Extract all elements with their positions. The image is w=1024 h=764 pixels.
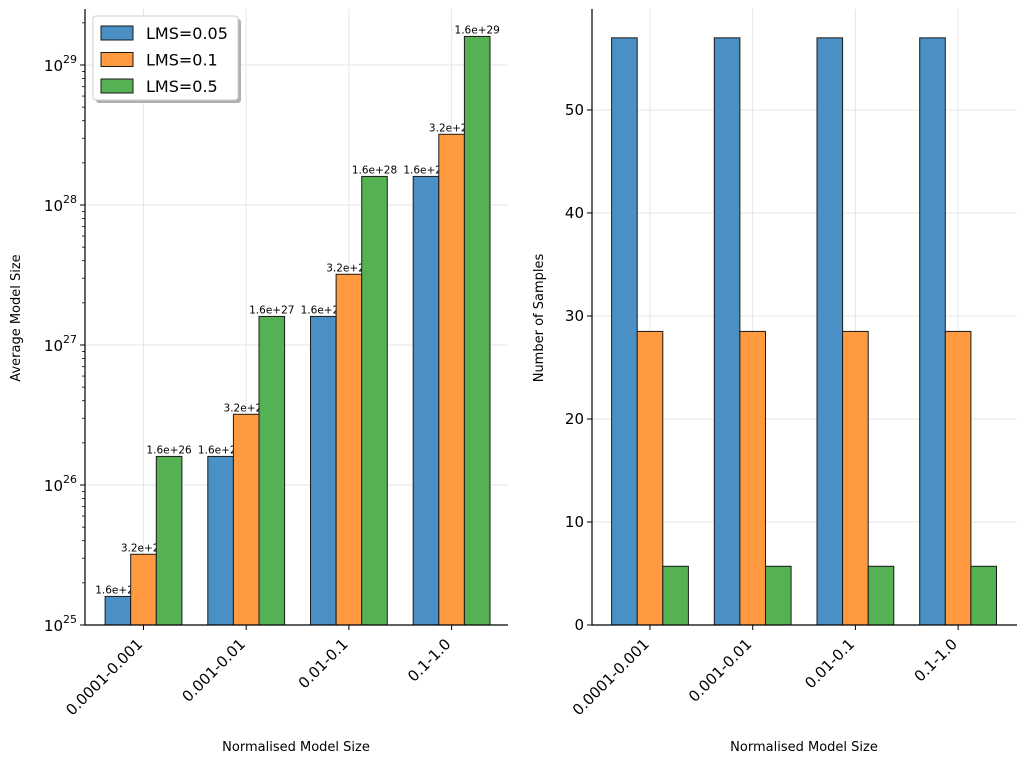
bar	[739, 330, 767, 626]
y-tick-exponent: 27	[63, 333, 77, 346]
bar	[765, 565, 792, 626]
y-tick-label: 50	[565, 101, 584, 119]
legend-label: LMS=0.5	[146, 77, 218, 96]
bar	[412, 175, 440, 626]
data-label: 3.2e+25	[121, 542, 166, 554]
y-tick-label: 1029	[44, 53, 77, 75]
legend-label: LMS=0.1	[146, 51, 218, 70]
data-label: 1.6e+29	[455, 24, 500, 36]
y-tick-label: 20	[565, 410, 584, 428]
data-label: 1.6e+28	[403, 164, 448, 176]
y-axis-title: Number of Samples	[532, 254, 547, 383]
legend: LMS=0.05 LMS=0.1 LMS=0.5	[92, 15, 241, 103]
data-label: 1.6e+27	[301, 304, 346, 316]
y-tick-exponent: 25	[63, 613, 77, 626]
legend-swatch	[100, 78, 134, 94]
y-tick-base: 10	[44, 337, 63, 355]
data-label: 3.2e+26	[224, 402, 270, 414]
data-label: 1.6e+28	[352, 164, 397, 176]
bar	[662, 565, 689, 626]
data-label: 3.2e+27	[326, 262, 371, 274]
data-label: 1.6e+26	[198, 444, 244, 456]
bar	[816, 37, 844, 626]
bar	[232, 413, 260, 626]
bar	[310, 315, 337, 626]
bar	[335, 273, 363, 626]
y-tick-label: 30	[565, 307, 584, 325]
bar	[944, 330, 972, 626]
y-tick-label: 1027	[44, 333, 77, 355]
y-tick-label: 1025	[44, 613, 77, 635]
bar	[867, 565, 895, 626]
legend-label: LMS=0.05	[146, 24, 228, 43]
bar	[636, 330, 664, 626]
bar	[207, 455, 234, 626]
bar	[130, 553, 157, 626]
y-tick-exponent: 29	[63, 53, 77, 66]
data-label: 1.6e+27	[249, 304, 294, 316]
y-tick-base: 10	[44, 197, 63, 215]
y-axis-title: Average Model Size	[9, 254, 24, 381]
y-tick-base: 10	[44, 57, 63, 75]
x-axis-title: Normalised Model Size	[222, 740, 370, 755]
legend-swatch	[100, 52, 134, 67]
legend-swatch	[100, 25, 134, 41]
bar	[361, 175, 388, 626]
y-tick-base: 10	[44, 617, 63, 635]
bar	[713, 37, 741, 626]
data-label: 1.6e+25	[95, 584, 140, 596]
y-tick-exponent: 28	[63, 193, 77, 206]
bar	[970, 565, 998, 626]
data-label: 1.6e+26	[146, 444, 192, 456]
bar	[611, 37, 638, 626]
y-tick-label: 40	[565, 204, 584, 222]
x-axis-title: Normalised Model Size	[730, 740, 878, 755]
bar	[438, 133, 465, 626]
y-tick-label: 10	[565, 513, 584, 531]
bar	[919, 37, 946, 626]
y-tick-base: 10	[44, 477, 63, 495]
y-tick-exponent: 26	[63, 473, 77, 486]
bar	[104, 595, 132, 626]
y-tick-label: 1026	[44, 473, 77, 495]
bar	[258, 315, 286, 626]
bar	[155, 455, 183, 626]
bar	[842, 330, 869, 626]
data-label: 3.2e+28	[429, 122, 474, 134]
y-tick-label: 1028	[44, 193, 77, 215]
bar	[463, 35, 491, 626]
y-tick-label: 0	[574, 616, 584, 634]
